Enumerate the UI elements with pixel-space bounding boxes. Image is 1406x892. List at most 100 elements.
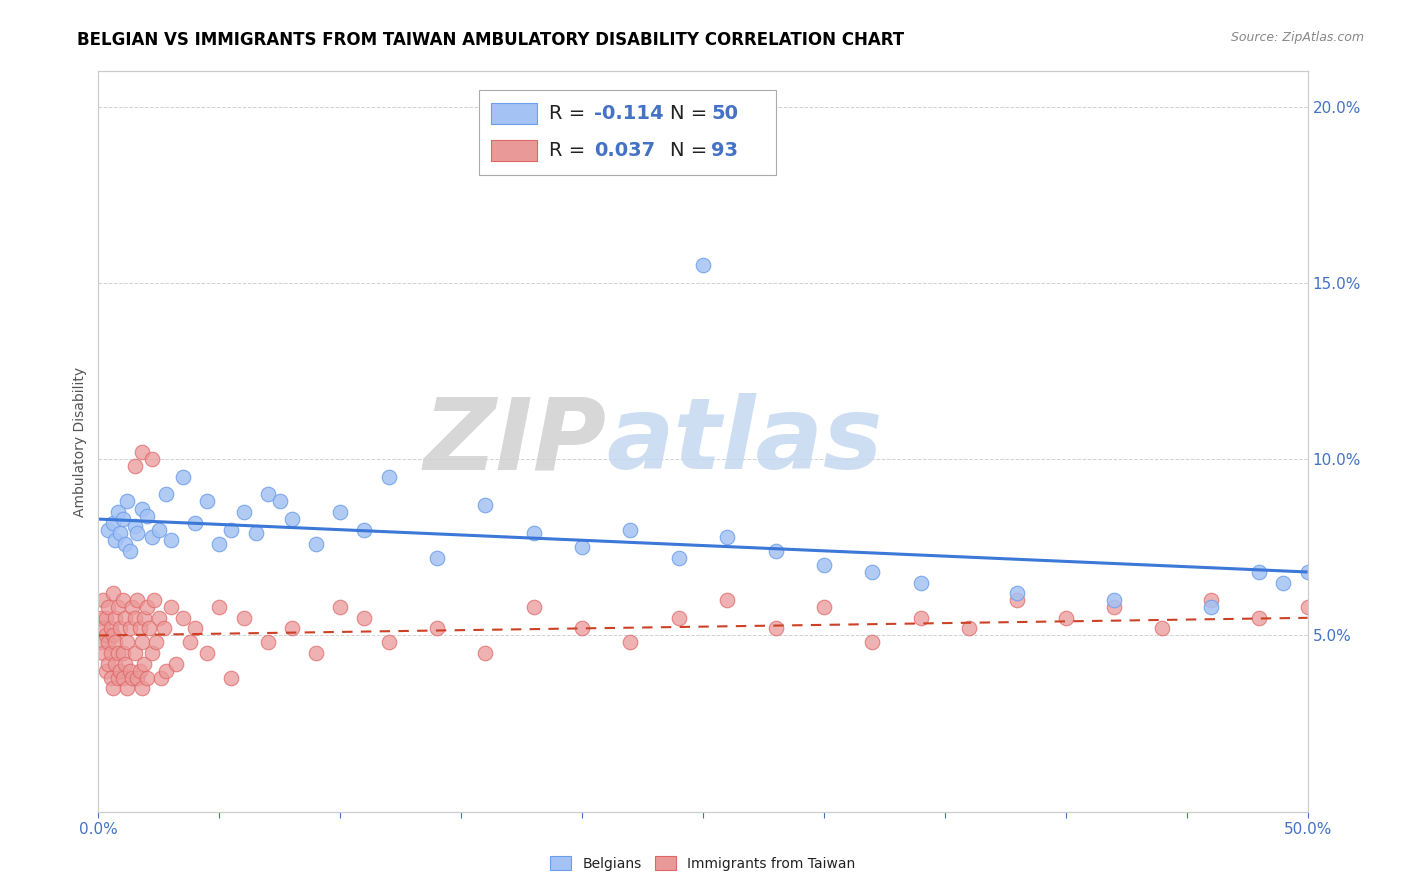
Point [94,628,117,642]
Point [1007,593,1029,607]
Point [131,635,153,649]
Point [127,593,149,607]
Point [131,681,153,696]
Point [860,635,883,649]
Point [121,671,143,685]
Point [716,530,738,544]
Point [692,258,714,272]
Point [221,523,243,537]
Point [118,544,141,558]
Point [101,681,124,696]
Point [134,657,156,671]
Point [256,487,278,501]
Point [281,621,304,635]
Point [523,526,546,541]
Point [101,628,124,642]
Point [131,501,153,516]
Point [232,505,254,519]
Point [124,611,146,625]
Text: 93: 93 [711,141,738,160]
Bar [492,140,537,161]
Point [269,494,291,508]
Point [813,600,835,615]
Point [97,657,120,671]
Point [765,621,787,635]
Point [141,452,163,467]
Point [114,657,136,671]
Point [474,498,496,512]
Point [150,671,173,685]
Point [474,646,496,660]
Point [668,611,690,625]
Point [117,681,139,696]
Point [108,621,131,635]
Text: BELGIAN VS IMMIGRANTS FROM TAIWAN AMBULATORY DISABILITY CORRELATION CHART: BELGIAN VS IMMIGRANTS FROM TAIWAN AMBULA… [77,31,904,49]
Point [208,537,231,551]
Point [100,646,122,660]
Point [104,657,127,671]
Point [377,635,399,649]
Point [619,523,641,537]
Text: R =: R = [550,104,592,123]
Point [114,537,136,551]
Point [100,621,122,635]
Point [124,459,146,474]
Point [101,586,124,600]
Point [957,621,980,635]
Point [111,671,134,685]
Point [765,544,787,558]
Point [184,516,207,530]
Point [97,635,120,649]
Text: -0.114: -0.114 [595,104,664,123]
Point [184,621,207,635]
Point [91,621,114,635]
Point [97,523,120,537]
Point [1102,600,1125,615]
Point [100,671,122,685]
Point [148,611,170,625]
Point [1296,600,1319,615]
Point [1199,600,1222,615]
Point [111,593,134,607]
Point [155,487,177,501]
Point [716,593,738,607]
Point [1249,611,1271,625]
Point [128,664,150,678]
Point [152,621,174,635]
Point [329,600,352,615]
Text: Source: ZipAtlas.com: Source: ZipAtlas.com [1230,31,1364,45]
Text: R =: R = [550,141,592,160]
Point [1296,565,1319,579]
Text: N =: N = [671,141,714,160]
Point [145,635,167,649]
Point [121,600,143,615]
Point [208,600,231,615]
Point [426,621,449,635]
Point [571,621,593,635]
Point [118,664,141,678]
Point [1152,621,1174,635]
Point [135,671,157,685]
Point [256,635,278,649]
Point [148,523,170,537]
Point [107,505,129,519]
Point [426,550,449,565]
Point [91,593,114,607]
Point [117,635,139,649]
Point [107,600,129,615]
Point [135,508,157,523]
Point [91,646,114,660]
Point [281,512,304,526]
Point [353,611,375,625]
Point [90,611,112,625]
Point [245,526,267,541]
FancyBboxPatch shape [479,90,776,175]
Point [108,664,131,678]
Point [305,537,328,551]
Point [1249,565,1271,579]
Point [135,600,157,615]
Point [138,621,160,635]
Text: N =: N = [671,104,714,123]
Point [155,664,177,678]
Point [571,541,593,555]
